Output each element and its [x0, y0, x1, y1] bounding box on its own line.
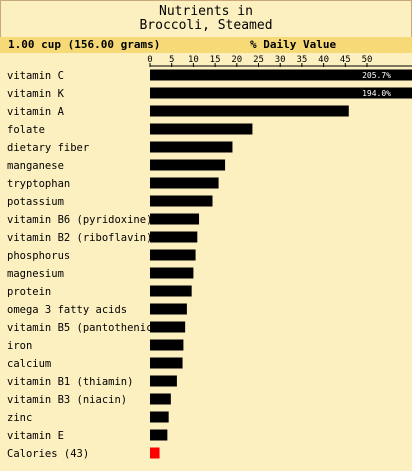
category-label: vitamin C [7, 70, 64, 82]
category-label: omega 3 fatty acids [7, 304, 127, 316]
page-subtitle: Broccoli, Steamed [139, 18, 273, 33]
bar [150, 105, 349, 117]
bar [150, 195, 213, 207]
bar [150, 285, 192, 297]
category-label: vitamin B1 (thiamin) [7, 376, 133, 388]
category-label: phosphorus [7, 250, 70, 262]
bar [150, 303, 187, 315]
category-label: potassium [7, 196, 64, 208]
category-label: zinc [7, 412, 32, 424]
category-label: vitamin E [7, 430, 64, 442]
bar [150, 231, 198, 243]
category-label: manganese [7, 160, 64, 172]
category-label: tryptophan [7, 178, 70, 190]
bar-value-label: 194.0% [362, 89, 391, 98]
category-label: iron [7, 340, 32, 352]
category-label: vitamin B5 (pantothenic [7, 322, 152, 334]
bar [150, 177, 219, 189]
page-title: Nutrients in [159, 4, 253, 19]
category-label: dietary fiber [7, 142, 89, 154]
bar [150, 141, 233, 153]
bar [150, 267, 194, 279]
x-tick-label: 25 [253, 55, 264, 65]
bar [150, 429, 168, 441]
x-tick-label: 30 [275, 55, 286, 65]
category-label: vitamin B3 (niacin) [7, 394, 127, 406]
category-label: vitamin K [7, 88, 65, 100]
x-tick-label: 0 [147, 55, 152, 65]
bar [150, 159, 226, 171]
bar [150, 339, 184, 351]
bar [150, 249, 196, 261]
bar [150, 87, 412, 99]
category-label: Calories (43) [7, 448, 89, 460]
bar [150, 123, 253, 135]
axis-title: % Daily Value [250, 38, 337, 51]
title-box: Nutrients in Broccoli, Steamed [0, 0, 412, 38]
x-tick-label: 35 [296, 55, 307, 65]
category-label: protein [7, 286, 51, 298]
category-label: vitamin B2 (riboflavin) [7, 232, 152, 244]
x-tick-label: 5 [169, 55, 174, 65]
category-label: vitamin A [7, 106, 65, 118]
category-label: magnesium [7, 268, 64, 280]
x-tick-label: 45 [340, 55, 351, 65]
bar [150, 447, 160, 459]
x-tick-label: 10 [188, 55, 199, 65]
x-tick-label: 50 [362, 55, 373, 65]
bar-value-label: 205.7% [362, 71, 391, 80]
bar [150, 375, 177, 387]
x-tick-label: 15 [210, 55, 221, 65]
x-tick-label: 40 [318, 55, 329, 65]
category-label: calcium [7, 358, 51, 370]
serving-size: 1.00 cup (156.00 grams) [8, 38, 161, 51]
category-label: vitamin B6 (pyridoxine) [7, 214, 152, 226]
bar [150, 321, 186, 333]
bar [150, 213, 200, 225]
bar [150, 357, 183, 369]
x-tick-label: 20 [231, 55, 242, 65]
bar [150, 69, 412, 81]
category-label: folate [7, 124, 45, 136]
bar [150, 393, 171, 405]
bar [150, 411, 169, 423]
header-bar: 1.00 cup (156.00 grams) % Daily Value [0, 37, 412, 53]
